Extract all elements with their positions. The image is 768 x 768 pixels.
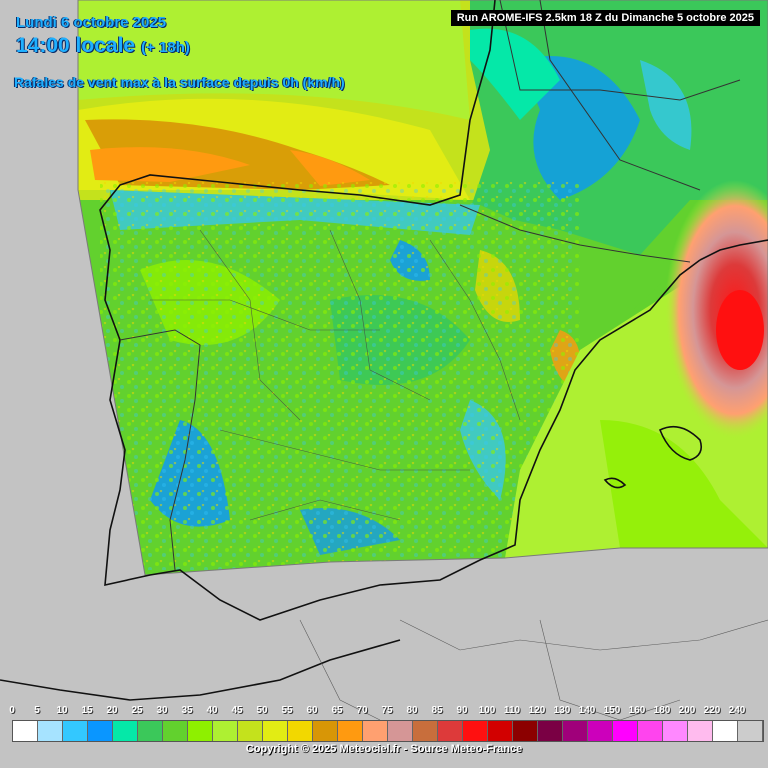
legend-swatch (563, 721, 588, 741)
legend-label: 150 (603, 705, 621, 716)
legend-swatch (488, 721, 513, 741)
legend-swatch (463, 721, 488, 741)
legend-label: 25 (131, 705, 143, 716)
legend-swatch (663, 721, 688, 741)
legend-label: 20 (106, 705, 118, 716)
legend-swatch (288, 721, 313, 741)
coastline (0, 0, 768, 701)
forecast-time: 14:00 locale (+ 18h) (16, 34, 190, 58)
legend-label: 50 (256, 705, 268, 716)
legend-swatch (163, 721, 188, 741)
legend-label: 220 (703, 705, 721, 716)
legend-swatch (338, 721, 363, 741)
legend-swatch (213, 721, 238, 741)
legend-swatch (588, 721, 613, 741)
legend-swatch (13, 721, 38, 741)
legend-label: 110 (503, 705, 521, 716)
forecast-offset: (+ 18h) (141, 39, 190, 56)
legend-swatch (513, 721, 538, 741)
legend-label: 60 (306, 705, 318, 716)
legend-swatch (363, 721, 388, 741)
legend-swatch (113, 721, 138, 741)
legend-label: 100 (478, 705, 496, 716)
legend-swatch (713, 721, 738, 741)
legend-label: 75 (381, 705, 393, 716)
forecast-time-value: 14:00 locale (16, 34, 136, 57)
legend-label: 140 (578, 705, 596, 716)
region-boundaries (150, 229, 768, 721)
legend-label: 120 (528, 705, 546, 716)
legend-label: 240 (728, 705, 746, 716)
legend-swatch (413, 721, 438, 741)
legend-label: 80 (406, 705, 418, 716)
legend-swatch (263, 721, 288, 741)
legend-swatch (613, 721, 638, 741)
legend-label: 15 (81, 705, 93, 716)
legend-labels: 0 5 10 15 20 25 30 35 40 45 50 55 60 65 70 75 80 85 90 100 1… (0, 705, 768, 719)
legend-swatch (438, 721, 463, 741)
color-legend (12, 720, 764, 742)
legend-label: 45 (231, 705, 243, 716)
legend-swatch (313, 721, 338, 741)
legend-swatch (388, 721, 413, 741)
legend-swatch (88, 721, 113, 741)
legend-label: 40 (206, 705, 218, 716)
legend-label: 90 (456, 705, 468, 716)
legend-label: 0 (9, 705, 15, 716)
legend-swatch (238, 721, 263, 741)
legend-label: 160 (628, 705, 646, 716)
legend-swatch (638, 721, 663, 741)
legend-label: 30 (156, 705, 168, 716)
legend-swatch (138, 721, 163, 741)
legend-label: 180 (653, 705, 671, 716)
legend-label: 70 (356, 705, 368, 716)
legend-label: 10 (56, 705, 68, 716)
legend-label: 65 (331, 705, 343, 716)
legend-swatch (688, 721, 713, 741)
forecast-date: Lundi 6 octobre 2025 (16, 14, 167, 31)
legend-swatch (38, 721, 63, 741)
run-info-badge: Run AROME-IFS 2.5km 18 Z du Dimanche 5 o… (450, 10, 760, 26)
parameter-title: Rafales de vent max à la surface depuis … (14, 74, 345, 90)
legend-swatch (63, 721, 88, 741)
legend-label: 55 (281, 705, 293, 716)
legend-label: 35 (181, 705, 193, 716)
legend-label: 130 (553, 705, 571, 716)
legend-swatch (188, 721, 213, 741)
legend-label: 85 (431, 705, 443, 716)
legend-swatch (538, 721, 563, 741)
legend-swatch (738, 721, 763, 741)
legend-label: 5 (34, 705, 40, 716)
country-borders (119, 0, 741, 571)
copyright-notice: Copyright © 2025 Meteociel.fr - Source M… (245, 743, 523, 755)
legend-label: 200 (678, 705, 696, 716)
